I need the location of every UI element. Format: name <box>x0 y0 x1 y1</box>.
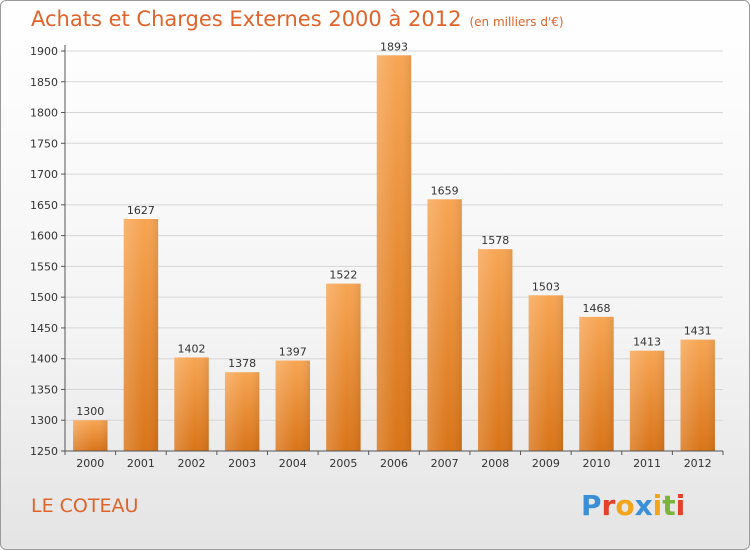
logo-letter-3: x <box>634 489 653 522</box>
logo-letter-0: P <box>581 489 602 522</box>
proxiti-logo: Proxiti <box>581 489 685 522</box>
bar-2000 <box>73 420 108 451</box>
y-tick-label-1900: 1900 <box>30 45 58 58</box>
x-tick-label-2005: 2005 <box>329 457 357 470</box>
data-label-2002: 1402 <box>178 342 206 355</box>
data-label-2000: 1300 <box>76 405 104 418</box>
x-tick-label-2011: 2011 <box>633 457 661 470</box>
x-tick-label-2008: 2008 <box>481 457 509 470</box>
data-label-2009: 1503 <box>532 280 560 293</box>
bar-2004 <box>275 360 310 451</box>
data-label-2003: 1378 <box>228 357 256 370</box>
logo-letter-6: i <box>675 489 686 522</box>
logo-letter-2: o <box>615 489 635 522</box>
bar-shade-2008 <box>478 249 513 451</box>
bar-2003 <box>224 372 260 451</box>
data-label-2008: 1578 <box>481 234 509 247</box>
data-label-2007: 1659 <box>431 184 459 197</box>
y-tick-label-1250: 1250 <box>30 445 58 458</box>
x-tick-label-2003: 2003 <box>228 457 256 470</box>
x-tick-label-2001: 2001 <box>127 457 155 470</box>
bar-shade-2009 <box>528 295 564 451</box>
bar-shade-2005 <box>326 283 361 451</box>
x-tick-label-2002: 2002 <box>178 457 206 470</box>
y-tick-label-1700: 1700 <box>30 168 58 181</box>
bar-shade-2007 <box>427 199 462 451</box>
bar-shade-2006 <box>376 55 412 452</box>
logo-letter-5: t <box>662 489 676 522</box>
bar-shade-2004 <box>275 360 310 451</box>
bar-2011 <box>629 350 665 451</box>
y-tick-label-1500: 1500 <box>30 291 58 304</box>
y-tick-label-1350: 1350 <box>30 383 58 396</box>
bar-2007 <box>427 199 462 451</box>
bar-2002 <box>174 357 209 451</box>
y-tick-label-1400: 1400 <box>30 353 58 366</box>
bar-shade-2002 <box>174 357 209 451</box>
x-tick-label-2000: 2000 <box>76 457 104 470</box>
bars: 1300 1627 1402 1378 1397 1522 1893 1659 1578 1503… <box>73 40 715 452</box>
bar-shade-2000 <box>73 420 108 451</box>
bar-shade-2003 <box>224 372 260 451</box>
data-label-2011: 1413 <box>633 336 661 349</box>
y-tick-label-1550: 1550 <box>30 260 58 273</box>
logo-letter-4: i <box>652 489 663 522</box>
bar-2010 <box>579 316 614 451</box>
y-tick-label-1650: 1650 <box>30 199 58 212</box>
data-label-2010: 1468 <box>582 302 610 315</box>
bar-shade-2012 <box>680 339 715 451</box>
chart-title: Achats et Charges Externes 2000 à 2012 (e… <box>31 7 564 31</box>
y-tick-label-1450: 1450 <box>30 322 58 335</box>
data-label-2004: 1397 <box>279 346 307 359</box>
bar-shade-2001 <box>123 219 159 451</box>
logo-letter-1: r <box>601 489 616 522</box>
bar-2009 <box>528 295 564 451</box>
y-tick-label-1750: 1750 <box>30 137 58 150</box>
x-tick-label-2007: 2007 <box>431 457 459 470</box>
bar-shade-2011 <box>629 350 665 451</box>
x-tick-label-2010: 2010 <box>582 457 610 470</box>
y-tick-label-1850: 1850 <box>30 76 58 89</box>
x-tick-label-2009: 2009 <box>532 457 560 470</box>
chart-subtitle: (en milliers d'€) <box>469 15 564 29</box>
data-label-2012: 1431 <box>684 325 712 338</box>
chart-title-text: Achats et Charges Externes 2000 à 2012 <box>31 7 462 31</box>
x-tick-label-2012: 2012 <box>684 457 712 470</box>
y-tick-label-1600: 1600 <box>30 230 58 243</box>
x-tick-label-2006: 2006 <box>380 457 408 470</box>
bar-2005 <box>326 283 361 451</box>
data-label-2006: 1893 <box>380 40 408 53</box>
data-label-2005: 1522 <box>329 269 357 282</box>
x-tick-label-2004: 2004 <box>279 457 307 470</box>
y-axis: 1250 1300 1350 1400 1450 1500 1550 1600 1650 1700… <box>30 45 66 458</box>
y-tick-label-1300: 1300 <box>30 414 58 427</box>
bar-2012 <box>680 339 715 451</box>
bar-shade-2010 <box>579 316 614 451</box>
data-label-2001: 1627 <box>127 204 155 217</box>
bar-2008 <box>478 249 513 451</box>
bar-2001 <box>123 219 159 451</box>
y-tick-label-1800: 1800 <box>30 107 58 120</box>
commune-name: LE COTEAU <box>31 495 139 517</box>
bar-2006 <box>376 55 412 452</box>
x-axis: 2000 2001 2002 2003 2004 2005 2006 2007 2008 2009… <box>64 450 724 470</box>
